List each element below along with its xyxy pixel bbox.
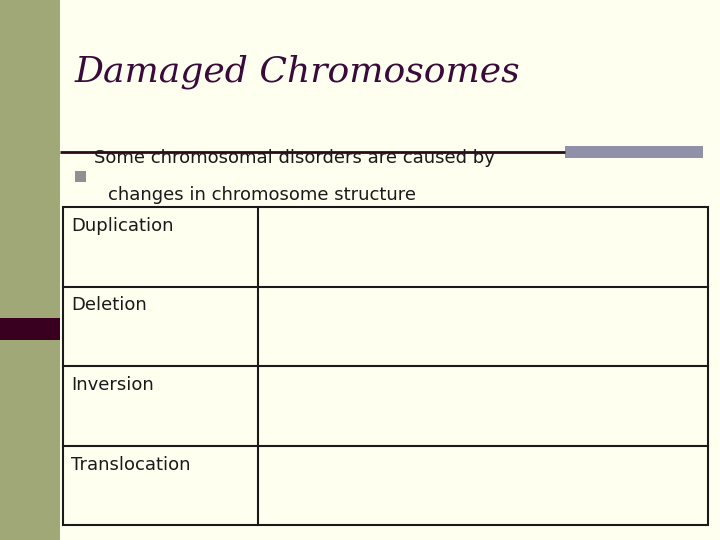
Bar xyxy=(0,0,60,540)
Bar xyxy=(75,171,86,182)
Bar xyxy=(63,207,708,525)
Text: Damaged Chromosomes: Damaged Chromosomes xyxy=(75,55,521,89)
Text: Translocation: Translocation xyxy=(71,456,191,474)
Text: Inversion: Inversion xyxy=(71,376,154,394)
Text: changes in chromosome structure: changes in chromosome structure xyxy=(108,186,416,204)
Text: Duplication: Duplication xyxy=(71,217,174,235)
Bar xyxy=(565,146,703,158)
Text: Some chromosomal disorders are caused by: Some chromosomal disorders are caused by xyxy=(94,149,495,167)
Text: Deletion: Deletion xyxy=(71,296,147,314)
Bar xyxy=(0,318,60,340)
